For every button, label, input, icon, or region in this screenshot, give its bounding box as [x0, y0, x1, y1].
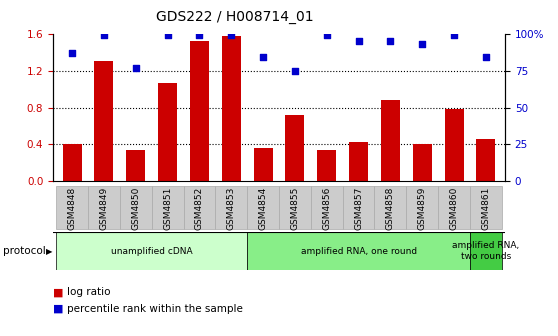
Point [163, 32, 172, 38]
FancyBboxPatch shape [215, 186, 247, 229]
Point [227, 32, 235, 38]
Text: log ratio: log ratio [67, 287, 110, 297]
Point [131, 65, 140, 70]
Text: GSM4860: GSM4860 [450, 186, 459, 230]
Bar [349, 142, 368, 181]
Text: GSM4852: GSM4852 [195, 186, 204, 230]
FancyBboxPatch shape [470, 232, 502, 270]
Bar [190, 41, 209, 181]
Bar [253, 148, 273, 181]
Text: GSM4850: GSM4850 [131, 186, 140, 230]
FancyBboxPatch shape [279, 186, 311, 229]
Bar [413, 143, 432, 181]
Point [354, 38, 363, 44]
Point [323, 32, 331, 38]
Text: ▶: ▶ [46, 247, 52, 256]
Point [418, 41, 427, 47]
Bar [317, 150, 336, 181]
Point [258, 54, 267, 60]
Point [68, 50, 76, 55]
FancyBboxPatch shape [120, 186, 152, 229]
Bar [222, 36, 241, 181]
Bar [126, 150, 145, 181]
Point [450, 32, 459, 38]
Bar [285, 115, 305, 181]
Point [195, 32, 204, 38]
FancyBboxPatch shape [470, 186, 502, 229]
Point [291, 68, 300, 73]
FancyBboxPatch shape [56, 186, 88, 229]
Point [386, 38, 395, 44]
Bar [94, 61, 113, 181]
Bar [62, 144, 81, 181]
Text: GSM4861: GSM4861 [482, 186, 490, 230]
Text: ■: ■ [53, 304, 64, 314]
FancyBboxPatch shape [438, 186, 470, 229]
FancyBboxPatch shape [184, 186, 215, 229]
Text: GSM4849: GSM4849 [99, 186, 108, 230]
FancyBboxPatch shape [88, 186, 120, 229]
FancyBboxPatch shape [374, 186, 406, 229]
Text: GSM4856: GSM4856 [322, 186, 331, 230]
FancyBboxPatch shape [343, 186, 374, 229]
FancyBboxPatch shape [311, 186, 343, 229]
Text: GSM4859: GSM4859 [418, 186, 427, 230]
Text: GSM4858: GSM4858 [386, 186, 395, 230]
Bar [477, 139, 496, 181]
Bar [381, 100, 400, 181]
Text: GSM4848: GSM4848 [68, 186, 76, 230]
Text: amplified RNA, one round: amplified RNA, one round [301, 247, 417, 256]
Text: unamplified cDNA: unamplified cDNA [111, 247, 193, 256]
Point [99, 32, 108, 38]
Text: GSM4853: GSM4853 [227, 186, 236, 230]
Point [482, 54, 490, 60]
FancyBboxPatch shape [247, 232, 470, 270]
Text: GSM4851: GSM4851 [163, 186, 172, 230]
Text: amplified RNA,
two rounds: amplified RNA, two rounds [453, 242, 519, 261]
Text: GDS222 / H008714_01: GDS222 / H008714_01 [156, 10, 313, 24]
Bar [445, 110, 464, 181]
Text: GSM4854: GSM4854 [258, 186, 268, 230]
Text: GSM4857: GSM4857 [354, 186, 363, 230]
Bar [158, 83, 177, 181]
Text: ■: ■ [53, 287, 64, 297]
Text: protocol: protocol [3, 246, 46, 256]
FancyBboxPatch shape [152, 186, 184, 229]
Text: percentile rank within the sample: percentile rank within the sample [67, 304, 243, 314]
FancyBboxPatch shape [247, 186, 279, 229]
Text: GSM4855: GSM4855 [290, 186, 300, 230]
FancyBboxPatch shape [56, 232, 247, 270]
FancyBboxPatch shape [406, 186, 438, 229]
